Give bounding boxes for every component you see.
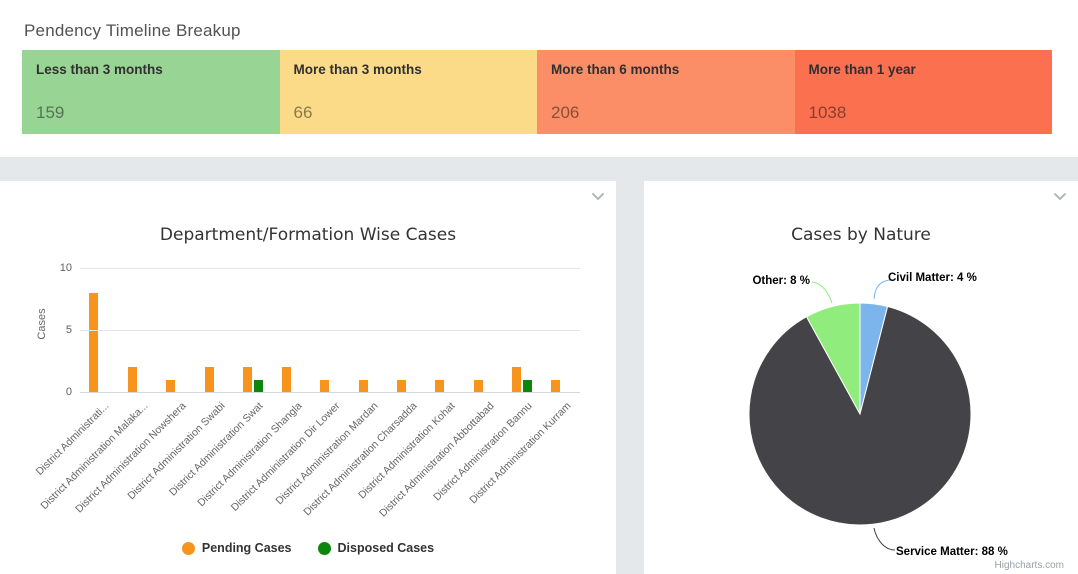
card-more-than-3-months: More than 3 months 66 <box>279 50 537 134</box>
gridline <box>80 392 580 393</box>
bar-pending-cases[interactable] <box>281 367 291 392</box>
bar-group <box>157 268 195 392</box>
bar-disposed-cases[interactable] <box>254 379 264 392</box>
card-label: More than 3 months <box>293 62 422 77</box>
bar-group <box>118 268 156 392</box>
bar-group <box>272 268 310 392</box>
legend-item[interactable]: Disposed Cases <box>317 541 435 555</box>
bar-pending-cases[interactable] <box>473 379 483 392</box>
card-value: 159 <box>36 103 65 122</box>
bar-group <box>234 268 272 392</box>
bar-plot-area <box>80 268 580 392</box>
bar-pending-cases[interactable] <box>512 367 522 392</box>
bar-pending-cases[interactable] <box>320 379 330 392</box>
pie-slice-other[interactable] <box>805 302 861 415</box>
pie-chart-panel: Cases by Nature Other: 8 % Civil Matter:… <box>644 181 1078 574</box>
x-axis-label: District Administrati... <box>33 400 112 478</box>
bar-pending-cases[interactable] <box>204 367 214 392</box>
bar-pending-cases[interactable] <box>127 367 137 392</box>
bar-group <box>542 268 580 392</box>
bar-chart-panel: Department/Formation Wise Cases Cases Pe… <box>0 181 616 574</box>
y-tick-label: 0 <box>65 386 72 398</box>
legend-item[interactable]: Pending Cases <box>181 541 292 555</box>
card-more-than-6-months: More than 6 months 206 <box>537 50 795 134</box>
bar-group <box>349 268 387 392</box>
pie-chart <box>748 279 972 551</box>
gridline <box>80 330 580 331</box>
card-value: 66 <box>293 103 313 122</box>
highcharts-credit-link[interactable]: Highcharts.com <box>994 560 1064 571</box>
bar-group <box>311 268 349 392</box>
bar-group <box>388 268 426 392</box>
bar-pending-cases[interactable] <box>550 379 560 392</box>
bar-disposed-cases[interactable] <box>523 379 533 392</box>
bar-pending-cases[interactable] <box>89 292 99 392</box>
legend-marker-icon <box>317 541 331 555</box>
pie-label-service-matter: Service Matter: 88 % <box>896 546 1008 558</box>
pie-connector-other <box>811 281 833 304</box>
charts-row: Department/Formation Wise Cases Cases Pe… <box>0 181 1078 574</box>
bar-pending-cases[interactable] <box>435 379 445 392</box>
pie-connector-civil-matter <box>873 279 891 300</box>
bar-group <box>426 268 464 392</box>
card-less-than-3-months: Less than 3 months 159 <box>22 50 280 134</box>
card-value: 1038 <box>808 103 847 122</box>
bar-group <box>465 268 503 392</box>
y-tick-label: 10 <box>59 262 72 274</box>
pie-slice-service-matter[interactable] <box>748 305 972 526</box>
bar-pending-cases[interactable] <box>243 367 253 392</box>
card-more-than-1-year: More than 1 year 1038 <box>794 50 1052 134</box>
card-value: 206 <box>551 103 580 122</box>
legend-marker-icon <box>181 541 195 555</box>
bar-pending-cases[interactable] <box>396 379 406 392</box>
chevron-down-icon[interactable] <box>591 192 605 202</box>
bar-group <box>503 268 541 392</box>
bar-pending-cases[interactable] <box>358 379 368 392</box>
card-label: Less than 3 months <box>36 62 163 77</box>
pie-connector-service-matter <box>873 527 896 551</box>
bar-group <box>80 268 118 392</box>
card-label: More than 1 year <box>808 62 916 77</box>
pendency-title: Pendency Timeline Breakup <box>24 21 241 40</box>
y-tick-label: 5 <box>65 324 72 336</box>
pendency-panel: Pendency Timeline Breakup Less than 3 mo… <box>0 0 1078 157</box>
legend-label: Pending Cases <box>201 541 292 555</box>
pie-chart-title: Cases by Nature <box>791 225 931 245</box>
pie-label-civil-matter: Civil Matter: 4 % <box>888 272 977 284</box>
pendency-cards: Less than 3 months 159 More than 3 month… <box>22 50 1052 134</box>
gridline <box>80 268 580 269</box>
card-label: More than 6 months <box>551 62 680 77</box>
chevron-down-icon[interactable] <box>1053 192 1067 202</box>
bar-chart-title: Department/Formation Wise Cases <box>159 225 457 245</box>
pie-label-other: Other: 8 % <box>752 275 810 287</box>
bar-pending-cases[interactable] <box>166 379 176 392</box>
bar-chart-legend: Pending Cases Disposed Cases <box>0 541 616 555</box>
bar-group <box>195 268 233 392</box>
legend-label: Disposed Cases <box>337 541 435 555</box>
